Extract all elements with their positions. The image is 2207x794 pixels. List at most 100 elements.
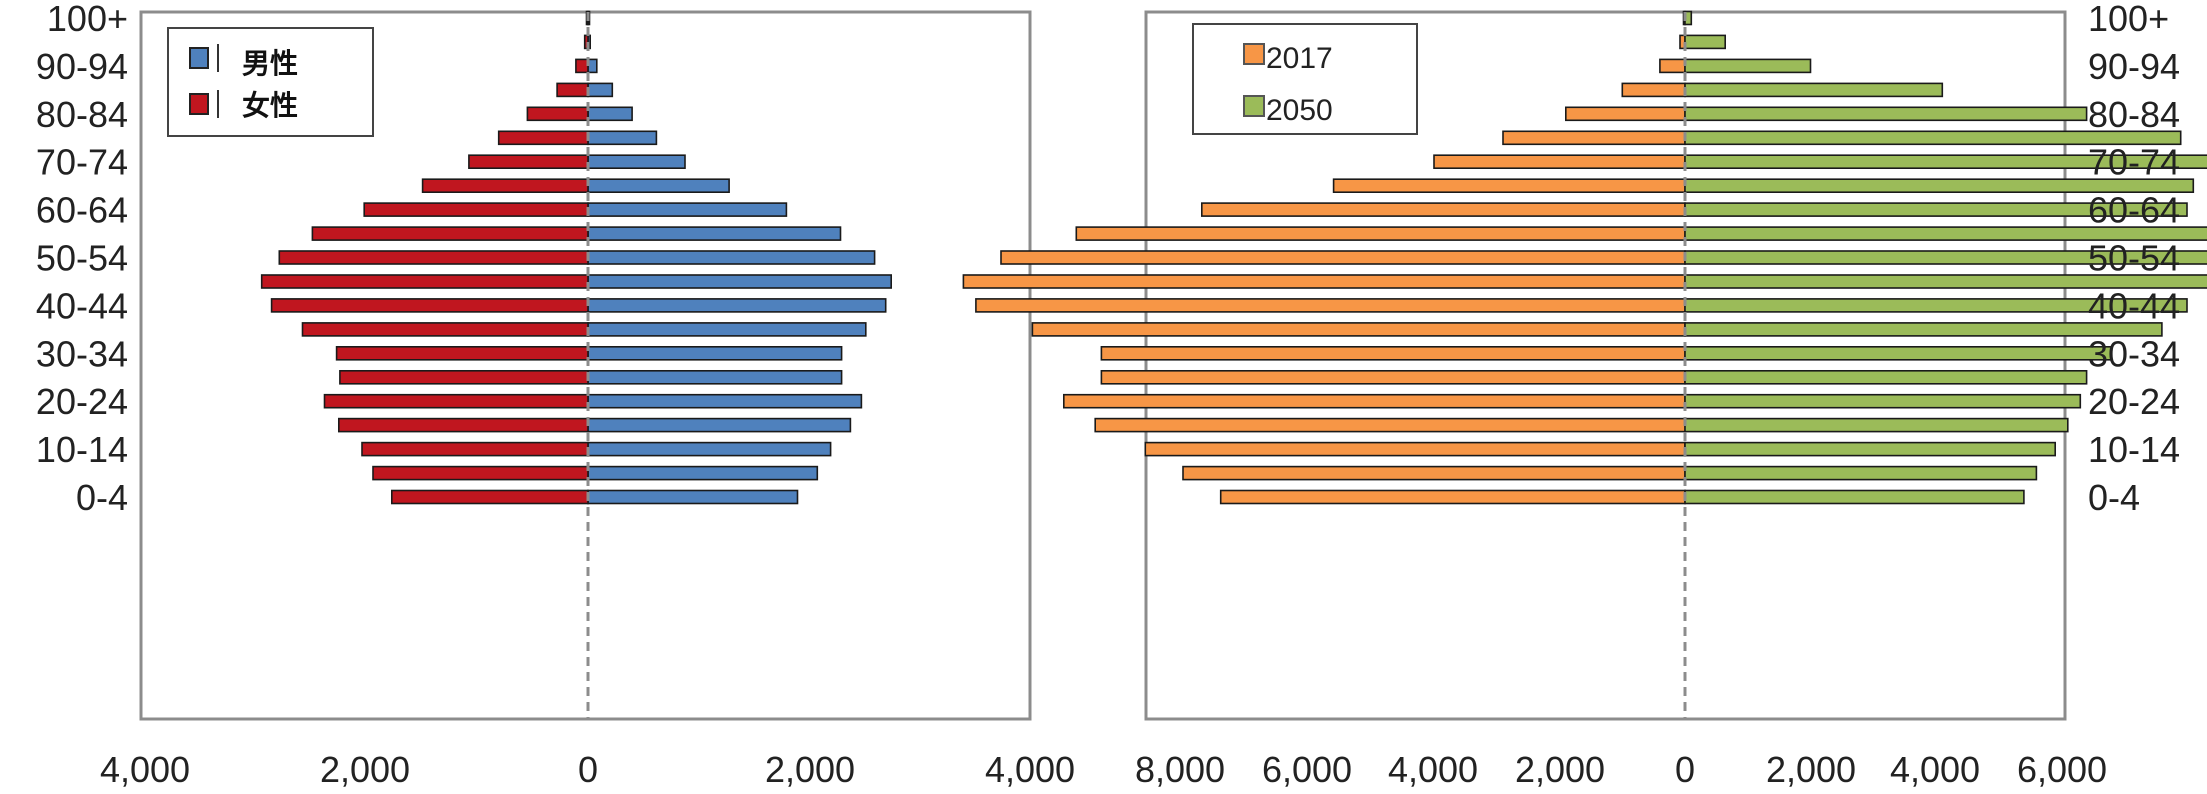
bar-1-女性-60-64 (363, 202, 589, 217)
bar-2-2017-65-69 (1332, 178, 1686, 193)
bar-1-男性-0-4 (587, 489, 799, 505)
bar-1-男性-35-39 (587, 322, 867, 337)
x-tick-label: 4,000 (985, 749, 1075, 790)
bar-1-女性-45-49 (260, 274, 589, 289)
bar-2-2017-35-39 (1031, 322, 1686, 337)
y-tick-label: 40-44 (2088, 285, 2180, 326)
x-tick-label: 4,000 (1890, 749, 1980, 790)
bar-2-2050-5-9 (1684, 465, 2038, 481)
bar-2-2017-75-79 (1502, 130, 1686, 146)
chart-2-legend: 2017 2050 (1192, 23, 1418, 135)
bar-1-女性-75-79 (497, 130, 589, 146)
bar-2-2017-90-94 (1659, 58, 1686, 74)
x-tick-label: 8,000 (1135, 749, 1225, 790)
bar-1-女性-90-94 (575, 58, 589, 74)
bar-1-男性-30-34 (587, 345, 843, 361)
y-tick-label: 60-64 (36, 190, 128, 231)
y-tick-label: 50-54 (36, 238, 128, 279)
bar-2-2017-50-54 (1000, 250, 1686, 265)
bar-2-2017-70-74 (1433, 154, 1686, 169)
bar-1-女性-15-19 (337, 417, 589, 433)
chart-2-year-pyramid: 0-4 10-14 20-24 30-34 40-44 50-54 60-64 70-74 80… (962, 0, 2207, 790)
bar-1-女性-25-29 (339, 369, 589, 385)
x-tick-label: 0 (578, 749, 598, 790)
bar-1-男性-55-59 (587, 226, 842, 241)
bar-2-2017-25-29 (1100, 369, 1686, 385)
bar-2-2050-30-34 (1684, 345, 2113, 361)
bar-2-2050-10-14 (1684, 441, 2057, 457)
x-tick-label: 2,000 (1515, 749, 1605, 790)
bar-1-女性-50-54 (278, 250, 589, 265)
bar-2-2050-15-19 (1684, 417, 2069, 433)
bar-2-2050-55-59 (1684, 226, 2207, 241)
bar-2-2017-45-49 (962, 274, 1686, 289)
bar-1-女性-0-4 (390, 489, 589, 505)
y-tick-label: 0-4 (76, 477, 128, 518)
bar-1-女性-35-39 (301, 322, 589, 337)
bar-1-女性-30-34 (335, 345, 589, 361)
y-tick-label: 20-24 (2088, 381, 2180, 422)
legend-female-swatch (189, 93, 209, 115)
bar-1-女性-70-74 (468, 154, 589, 169)
y-tick-label: 70-74 (36, 142, 128, 183)
bar-1-女性-65-69 (421, 178, 589, 193)
x-tick-label: 2,000 (765, 749, 855, 790)
bar-1-男性-80-84 (587, 106, 633, 122)
chart-1-sex-pyramid: 0-4 10-14 20-24 30-34 40-44 50-54 60-64 70-74 80… (36, 0, 1075, 790)
legend-2050-swatch (1243, 95, 1265, 117)
bar-2-2050-70-74 (1684, 154, 2207, 169)
bar-1-男性-65-69 (587, 178, 730, 193)
x-tick-label: 4,000 (1388, 749, 1478, 790)
bar-2-2017-15-19 (1094, 417, 1686, 433)
bar-1-女性-40-44 (270, 298, 589, 313)
x-tick-label: 6,000 (1262, 749, 1352, 790)
y-tick-label: 0-4 (2088, 477, 2140, 518)
bar-2-2017-30-34 (1100, 345, 1686, 361)
bar-2-2017-40-44 (975, 298, 1686, 313)
bar-1-男性-75-79 (587, 130, 658, 146)
bar-1-男性-70-74 (587, 154, 686, 169)
bar-2-2050-0-4 (1684, 489, 2025, 505)
bar-2-2050-80-84 (1684, 106, 2088, 122)
bar-1-女性-5-9 (372, 465, 589, 481)
bar-1-女性-95-99 (583, 34, 589, 50)
bar-2-2050-25-29 (1684, 369, 2088, 385)
y-tick-label: 20-24 (36, 381, 128, 422)
bar-1-男性-5-9 (587, 465, 819, 481)
bar-2-2050-85-89 (1684, 82, 1944, 98)
bar-1-男性-60-64 (587, 202, 788, 217)
y-tick-label: 100+ (2088, 0, 2169, 39)
bar-1-男性-20-24 (587, 393, 863, 409)
legend-male-swatch (189, 47, 209, 69)
y-tick-label: 90-94 (2088, 46, 2180, 87)
bar-2-2050-45-49 (1684, 274, 2207, 289)
bar-1-男性-15-19 (587, 417, 852, 433)
y-tick-label: 70-74 (2088, 142, 2180, 183)
bar-1-男性-85-89 (587, 82, 614, 98)
x-tick-label: 2,000 (320, 749, 410, 790)
legend-female-label: 女性 (242, 89, 298, 122)
legend-2017-swatch (1243, 43, 1265, 65)
bar-1-女性-80-84 (526, 106, 589, 122)
bar-1-女性-85-89 (556, 82, 589, 98)
x-tick-label: 2,000 (1766, 749, 1856, 790)
bar-2-2017-55-59 (1075, 226, 1686, 241)
bar-1-男性-25-29 (587, 369, 843, 385)
y-tick-label: 90-94 (36, 46, 128, 87)
bar-2-2017-85-89 (1621, 82, 1686, 98)
y-tick-label: 40-44 (36, 285, 128, 326)
legend-2017-label: 2017 (1266, 42, 1333, 75)
bar-2-2050-20-24 (1684, 393, 2082, 409)
x-tick-label: 6,000 (2017, 749, 2107, 790)
bar-1-男性-50-54 (587, 250, 876, 265)
bar-1-男性-40-44 (587, 298, 887, 313)
bar-1-女性-10-14 (361, 441, 589, 457)
y-tick-label: 60-64 (2088, 190, 2180, 231)
y-tick-label: 80-84 (2088, 94, 2180, 135)
y-tick-label: 50-54 (2088, 238, 2180, 279)
y-tick-label: 10-14 (2088, 429, 2180, 470)
y-tick-label: 10-14 (36, 429, 128, 470)
x-tick-label: 4,000 (100, 749, 190, 790)
bar-1-女性-20-24 (323, 393, 589, 409)
